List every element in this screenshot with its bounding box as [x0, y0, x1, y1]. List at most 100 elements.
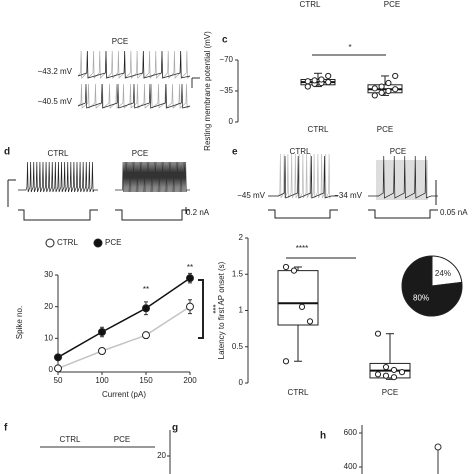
point: [311, 77, 318, 84]
y-tick-label: 1.5: [232, 269, 244, 278]
point: [304, 83, 311, 90]
label: CTRL: [60, 435, 81, 444]
label: 400: [344, 462, 358, 471]
x-tick-label: CTRL: [308, 125, 329, 134]
trace: [77, 83, 191, 109]
y-tick-label: 0: [229, 117, 234, 126]
marker: [142, 304, 150, 313]
label: PCE: [112, 37, 128, 46]
x-tick-label: 100: [95, 376, 109, 385]
label: PCE: [114, 435, 130, 444]
label: 600: [344, 428, 358, 437]
point: [392, 86, 399, 93]
label: CTRL: [48, 149, 69, 158]
x-tick-label: 50: [54, 376, 63, 385]
annotation: *: [348, 43, 351, 52]
point: [390, 366, 398, 374]
point: [282, 263, 290, 271]
label: PCE: [132, 149, 148, 158]
marker: [142, 331, 150, 340]
panel-label: g: [172, 423, 178, 434]
trace: [268, 155, 338, 199]
point: [382, 372, 390, 379]
label: CTRL: [300, 0, 321, 9]
point: [371, 85, 378, 92]
marker: [98, 328, 106, 336]
pie-slice: [431, 255, 463, 287]
marker: [186, 274, 194, 283]
panel-label: e: [232, 147, 238, 158]
scale-bar: [191, 77, 200, 88]
bracket: [198, 279, 204, 339]
point: [382, 363, 390, 371]
y-axis-label: Latency to first AP onset (s): [217, 261, 226, 359]
pie-label: 24%: [435, 269, 451, 278]
line: [57, 277, 191, 358]
y-tick-label: 30: [44, 270, 53, 279]
y-tick-label: 2: [239, 233, 244, 242]
panel-label: f: [4, 423, 8, 434]
y-axis-label: Spike no.: [15, 306, 24, 339]
point: [374, 371, 382, 378]
label: PCE: [384, 0, 400, 9]
label: 20: [157, 451, 166, 460]
line: [57, 306, 191, 370]
label: −43.2 mV: [38, 67, 73, 76]
stimulus: [268, 180, 438, 219]
panel-label: d: [4, 147, 10, 158]
panel-label: c: [222, 35, 228, 46]
y-tick-label: 0: [239, 378, 244, 387]
y-tick-label: −70: [219, 55, 233, 64]
label: 0.2 nA: [186, 208, 210, 217]
label: 0.05 nA: [440, 208, 468, 217]
point: [318, 76, 325, 83]
marker: [54, 364, 62, 373]
trace: [368, 155, 438, 199]
marker: [98, 347, 106, 355]
label: −40.5 mV: [38, 97, 73, 106]
x-tick-label: PCE: [377, 125, 393, 134]
annotation: ***: [208, 304, 217, 313]
point: [378, 83, 385, 90]
point: [392, 72, 399, 80]
point: [385, 79, 392, 87]
label: CTRL: [290, 147, 311, 156]
x-tick-label: PCE: [382, 388, 398, 397]
trace: [18, 161, 98, 193]
y-tick-label: 20: [44, 302, 53, 311]
panel-label: h: [320, 431, 326, 442]
y-tick-label: 10: [44, 333, 53, 342]
legend-marker: [45, 238, 55, 248]
annotation: ****: [296, 244, 308, 253]
y-axis-label: Resting membrane potential (mV): [203, 31, 212, 151]
label: PCE: [390, 147, 406, 156]
point: [306, 318, 314, 325]
trace: [77, 50, 191, 79]
pie-slice: [401, 255, 463, 317]
trace: [77, 83, 191, 109]
legend-label: CTRL: [57, 238, 78, 247]
axis: [359, 425, 439, 474]
label: −45 mV: [237, 191, 265, 200]
point: [304, 78, 311, 85]
shade: [376, 160, 428, 200]
trace: [77, 50, 191, 79]
point: [282, 358, 290, 365]
point: [325, 79, 332, 86]
legend-marker: [93, 238, 103, 248]
point: [378, 89, 385, 96]
legend-label: PCE: [105, 238, 121, 247]
y-tick-label: 1: [239, 306, 244, 315]
box: [277, 270, 319, 326]
trace: [268, 153, 338, 200]
marker: [186, 302, 194, 311]
x-tick-label: 150: [139, 376, 153, 385]
point: [385, 87, 392, 95]
point: [390, 374, 398, 381]
point: [298, 303, 306, 310]
x-axis-label: Current (pA): [102, 390, 146, 399]
pie-label: 80%: [413, 293, 429, 302]
point: [374, 330, 382, 337]
x-tick-label: 200: [183, 376, 197, 385]
